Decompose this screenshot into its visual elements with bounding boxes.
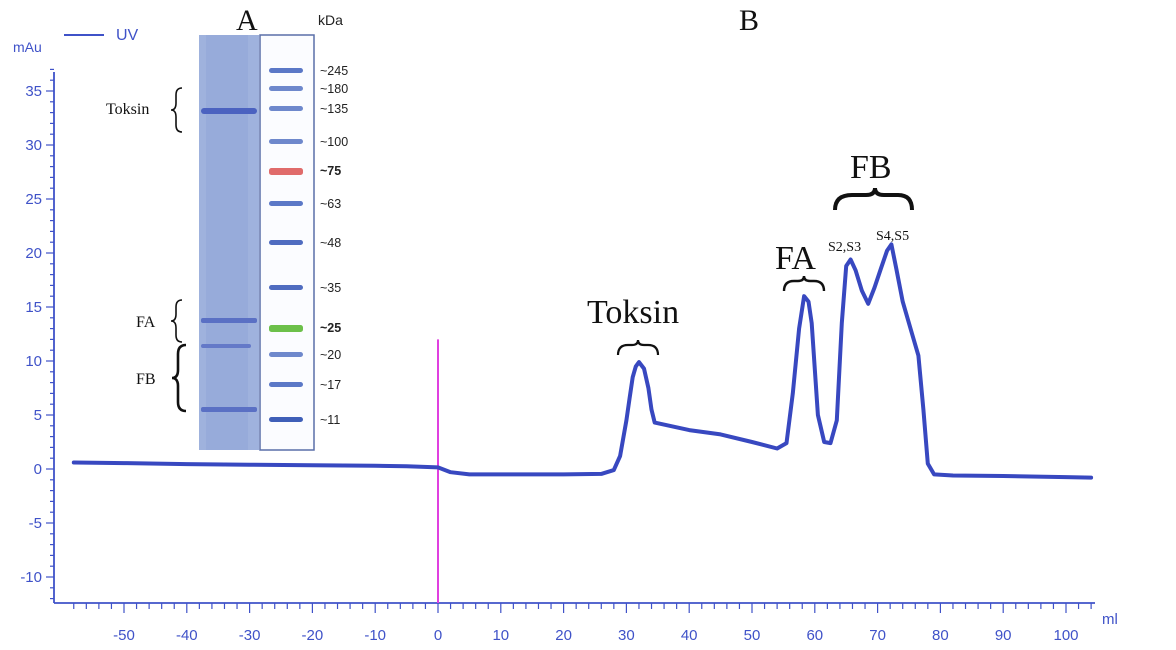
gel-marker-label: ~245	[320, 64, 348, 78]
gel-marker-band	[269, 285, 303, 290]
gel-brace-toksin	[170, 87, 183, 133]
x-tick-label: 30	[618, 627, 635, 644]
sample-band-fa	[201, 318, 257, 323]
gel-marker-band	[269, 417, 303, 422]
sample-band-fb-lower	[201, 407, 257, 412]
gel-marker-label: ~35	[320, 281, 341, 295]
x-tick-label: 10	[492, 627, 509, 644]
peak-label-fa: FA	[775, 240, 816, 277]
gel-sample-lane-shade	[206, 35, 248, 450]
gel-marker-label: ~63	[320, 197, 341, 211]
y-tick-label: -5	[29, 515, 42, 532]
gel-marker-bands	[269, 68, 303, 422]
x-tick-label: 50	[744, 627, 761, 644]
gel-marker-label: ~20	[320, 348, 341, 362]
x-tick-label: -50	[113, 627, 135, 644]
peak-label-s4-s5: S4,S5	[876, 229, 909, 244]
peak-label-fb: FB	[850, 149, 892, 186]
y-tick-label: 5	[34, 407, 42, 424]
gel-marker-band	[269, 86, 303, 91]
y-tick-label: 15	[25, 299, 42, 316]
x-tick-label: 100	[1053, 627, 1078, 644]
gel-marker-label: ~135	[320, 102, 348, 116]
y-tick-label: 35	[25, 83, 42, 100]
x-axis-title: ml	[1102, 611, 1118, 628]
gel-marker-band	[269, 352, 303, 357]
gel-inset: ~245 ~180 ~135 ~100 ~75 ~63 ~48 ~35 ~25 ~20 ~17 ~11…	[106, 12, 348, 451]
peak-label-s2-s3: S2,S3	[828, 240, 861, 255]
sample-band-fb-upper	[201, 344, 251, 348]
peak-annotations: Toksin FA FB S2,S3 S4,S5	[587, 149, 914, 356]
x-tick-label: -30	[239, 627, 261, 644]
gel-marker-label: ~180	[320, 82, 348, 96]
gel-marker-band	[269, 325, 303, 332]
x-tick-label: 70	[869, 627, 886, 644]
x-tick-label: -10	[364, 627, 386, 644]
x-tick-label: 90	[995, 627, 1012, 644]
gel-marker-band	[269, 168, 303, 175]
gel-marker-band	[269, 201, 303, 206]
y-tick-label: 30	[25, 137, 42, 154]
gel-marker-band	[269, 240, 303, 245]
x-tick-label: 20	[555, 627, 572, 644]
gel-marker-label: ~25	[320, 321, 341, 335]
x-tick-label: -20	[302, 627, 324, 644]
sample-band-toksin	[201, 108, 257, 114]
panel-label-a: A	[236, 4, 258, 37]
gel-sample-label-fa: FA	[136, 314, 156, 331]
gel-marker-label: ~100	[320, 135, 348, 149]
legend-label: UV	[116, 27, 139, 44]
peak-brace-toksin	[616, 339, 660, 356]
x-tick-group: -50 -40 -30 -20 -10 0 10 20 30 40 50 60 70 80 90 100	[73, 603, 1092, 644]
peak-label-toksin: Toksin	[587, 294, 679, 331]
y-tick-group: 35 30 25 20 15 10 5 0 -5 -10	[20, 68, 54, 600]
x-tick-label: 80	[932, 627, 949, 644]
uv-trace-line	[71, 242, 1094, 480]
gel-marker-band	[269, 106, 303, 111]
gel-marker-band	[269, 382, 303, 387]
y-tick-label: 10	[25, 353, 42, 370]
panel-label-b: B	[739, 4, 759, 37]
gel-marker-label: ~11	[320, 413, 340, 427]
x-tick-label: 40	[681, 627, 698, 644]
gel-brace-fb	[171, 343, 187, 413]
gel-marker-label: ~48	[320, 236, 341, 250]
y-axis-title: mAu	[13, 39, 42, 55]
x-tick-label: 0	[434, 627, 442, 644]
x-tick-label: 60	[806, 627, 823, 644]
y-tick-label: 20	[25, 245, 42, 262]
gel-brace-fa	[170, 299, 183, 343]
y-tick-label: 0	[34, 461, 42, 478]
y-tick-label: -10	[20, 569, 42, 586]
gel-marker-band	[269, 139, 303, 144]
gel-sample-label-fb: FB	[136, 371, 156, 388]
peak-brace-fb	[833, 187, 914, 211]
x-tick-label: -40	[176, 627, 198, 644]
gel-marker-label: ~75	[320, 164, 341, 178]
gel-sample-label-toksin: Toksin	[106, 101, 149, 118]
gel-marker-labels: ~245 ~180 ~135 ~100 ~75 ~63 ~48 ~35 ~25 ~20 ~17 ~11	[320, 64, 348, 427]
peak-brace-fa	[782, 275, 826, 292]
gel-marker-band	[269, 68, 303, 73]
gel-marker-label: ~17	[320, 378, 341, 392]
gel-unit-label: kDa	[318, 12, 343, 28]
y-tick-label: 25	[25, 191, 42, 208]
